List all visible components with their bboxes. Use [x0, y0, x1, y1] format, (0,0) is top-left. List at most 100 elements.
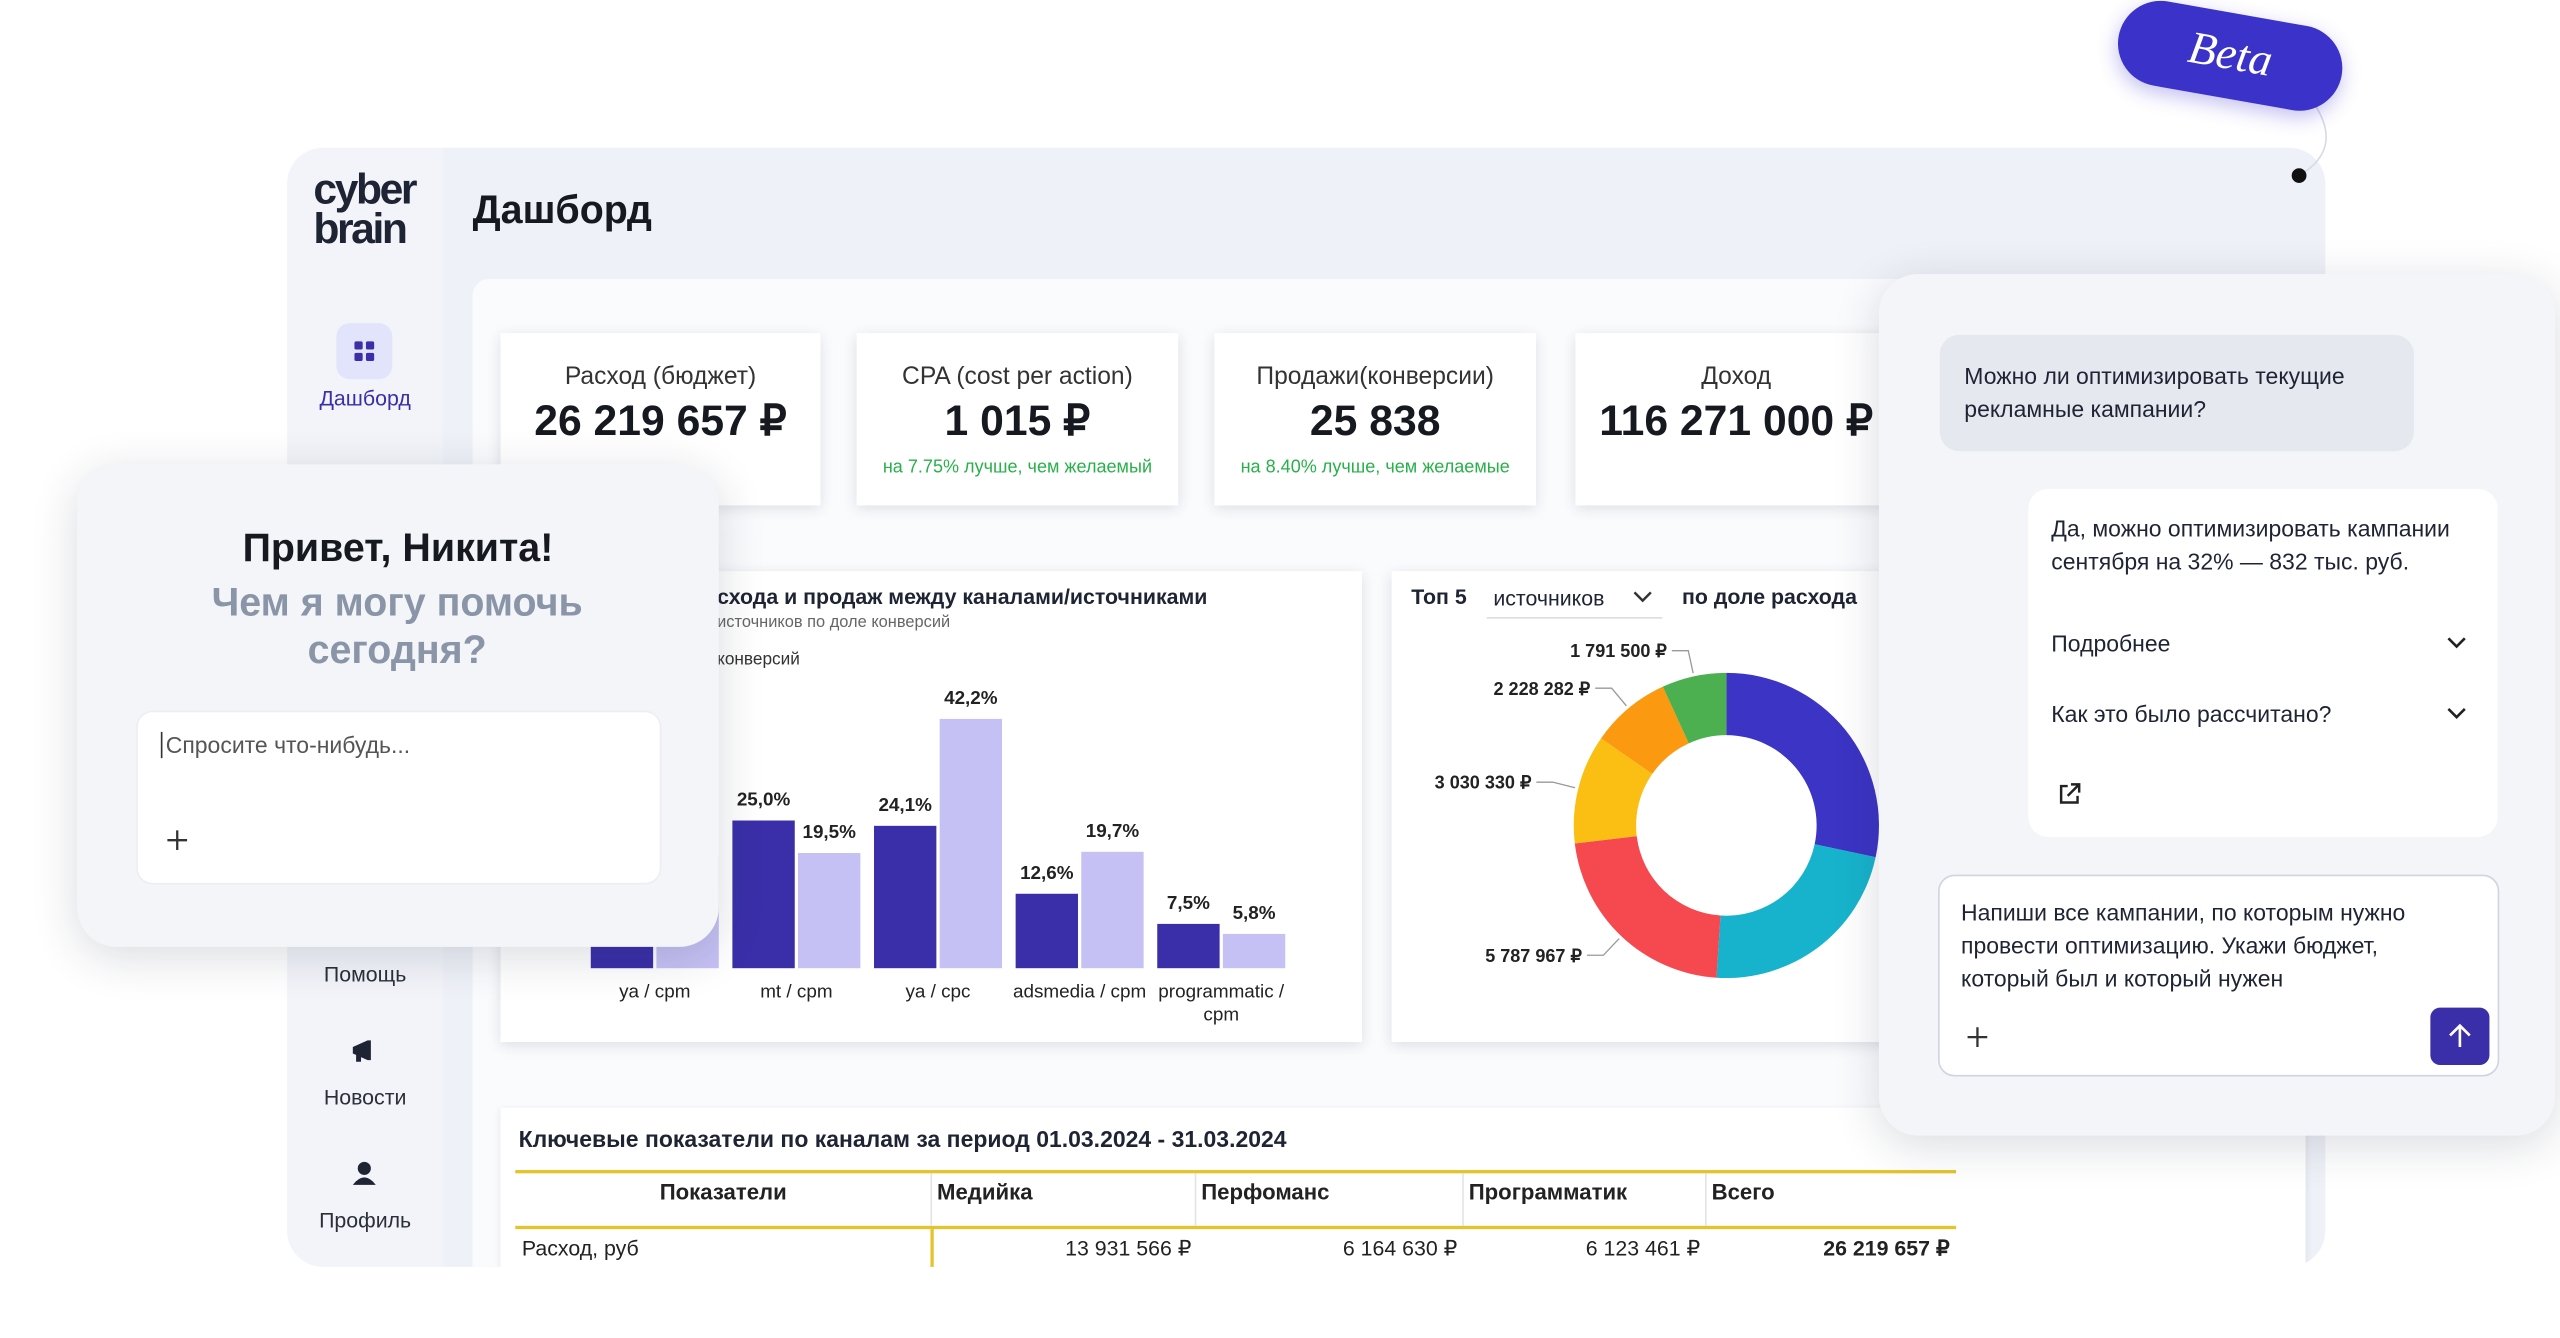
bar: [732, 820, 795, 969]
data-label: 12,6%: [1020, 862, 1074, 883]
kpi-value: 116 271 000 ₽: [1599, 395, 1874, 445]
x-tick-label: adsmedia / cpm: [1013, 982, 1147, 1003]
table-cell: 6 123 461 ₽: [1585, 1235, 1701, 1261]
data-label: 1 791 500 ₽: [1570, 641, 1667, 661]
open-link-icon[interactable]: [2056, 781, 2082, 807]
leader-line: [1586, 938, 1620, 956]
chart-title-suffix: по доле расхода: [1682, 584, 1857, 609]
bar: [798, 853, 861, 969]
assistant-panel: Можно ли оптимизировать текущие рекламны…: [1878, 274, 2556, 1136]
logo: cyber brain: [313, 164, 417, 253]
bar: [1081, 851, 1144, 969]
pie-slice: [1716, 844, 1876, 979]
nav-item[interactable]: Профиль: [319, 1207, 412, 1233]
legend-label: конверсий: [717, 649, 800, 669]
table-header: Медийка: [937, 1179, 1033, 1205]
data-label: 19,7%: [1086, 820, 1140, 841]
attach-button[interactable]: [164, 827, 190, 853]
leader-line: [1595, 687, 1627, 707]
chart-title: Топ 5: [1411, 584, 1467, 609]
send-icon: [2449, 1023, 2471, 1047]
bar: [1157, 923, 1220, 969]
data-label: 5,8%: [1233, 902, 1276, 923]
page-title: Дашборд: [472, 188, 652, 234]
logo-line: cyber: [313, 164, 417, 214]
data-label: 42,2%: [944, 687, 998, 708]
nav-icon[interactable]: [336, 323, 393, 380]
column-divider: [1705, 1173, 1707, 1226]
pie-slice: [1574, 836, 1721, 978]
select-value: источников: [1493, 585, 1605, 611]
column-divider: [1462, 1173, 1464, 1226]
kpi-card: Доход 116 271 000 ₽: [1575, 333, 1898, 506]
x-tick-label-box: adsmedia / cpm: [1013, 982, 1147, 1003]
data-label: 3 030 330 ₽: [1435, 773, 1532, 793]
logo-line: brain: [313, 203, 407, 253]
nav-item[interactable]: Помощь: [323, 961, 407, 987]
data-label: 5 787 967 ₽: [1485, 946, 1582, 966]
input-text: Напиши все кампании, по которым нужно пр…: [1961, 899, 2406, 992]
table-cell: 13 931 566 ₽: [1065, 1235, 1192, 1261]
bar: [939, 718, 1003, 969]
kpi-label: CPA (cost per action): [902, 362, 1133, 391]
x-tick-label: ya / cpc: [905, 982, 971, 1003]
chevron: [1633, 591, 1652, 603]
pie-slice: [1662, 672, 1727, 744]
send-button[interactable]: [2430, 1007, 2490, 1066]
kpi-value: 25 838: [1309, 395, 1441, 445]
expander[interactable]: Как это было рассчитано?: [2051, 700, 2332, 727]
data-label: 25,0%: [737, 789, 791, 810]
chevron: [2447, 707, 2466, 719]
leader-line: [1671, 650, 1694, 674]
table-cell: 6 164 630 ₽: [1342, 1235, 1458, 1261]
x-tick-label-box: ya / cpc: [905, 982, 971, 1003]
profile-icon: [352, 1161, 376, 1185]
bar: [1015, 893, 1078, 969]
answer-text: Да, можно оптимизировать кампании сентяб…: [2051, 515, 2450, 575]
column-divider: [1194, 1173, 1197, 1226]
user-message: Можно ли оптимизировать текущие рекламны…: [1939, 334, 2414, 452]
x-tick-label-box: programmatic / cpm: [1158, 982, 1285, 1026]
kpi-label: Доход: [1701, 362, 1772, 391]
leader-line: [1536, 781, 1576, 789]
table-title: Ключевые показатели по каналам за период…: [518, 1125, 1287, 1153]
chart-title: схода и продаж между каналами/источникам…: [717, 584, 1208, 609]
prompt-input[interactable]: Спросите что-нибудь...: [136, 710, 662, 885]
assistant-answer: Да, можно оптимизировать кампании сентяб…: [2028, 489, 2498, 837]
greeting-title: Привет, Никита!: [242, 526, 554, 572]
nav-item[interactable]: Новости: [323, 1084, 407, 1110]
pie-slice: [1601, 686, 1689, 774]
chevron: [2447, 637, 2466, 649]
table-header: Перфоманс: [1201, 1179, 1330, 1205]
news-icon: [352, 1040, 371, 1062]
x-tick-label: mt / cpm: [760, 982, 833, 1003]
chat-input[interactable]: Напиши все кампании, по которым нужно пр…: [1938, 874, 2500, 1077]
pie-slice: [1573, 738, 1653, 844]
table-rule: [515, 1170, 1957, 1174]
nav-item[interactable]: Дашборд: [319, 385, 411, 411]
kpi-label: Расход (бюджет): [564, 362, 757, 391]
input-placeholder: Спросите что-нибудь...: [160, 731, 410, 759]
column-divider: [930, 1173, 933, 1226]
greeting-panel: Привет, Никита! Чем я могу помочь сегодн…: [77, 464, 719, 947]
attach-button[interactable]: [1964, 1024, 1990, 1050]
table-header: Всего: [1711, 1179, 1775, 1205]
chart-subtitle: источников по доле конверсий: [717, 613, 951, 632]
dashboard-icon: [354, 341, 375, 362]
table-cell: Расход, руб: [521, 1235, 639, 1261]
expander[interactable]: Подробнее: [2051, 630, 2171, 657]
source-select[interactable]: источников: [1486, 578, 1663, 619]
user-message-text: Можно ли оптимизировать текущие рекламны…: [1964, 362, 2345, 422]
charts: 25,0% 24,1% 12,6% 7,5% 19,5% 42,2% 19,7% 5,8% ко…: [590, 641, 1879, 1026]
kpi-card: Продажи(конверсии) 25 838 на 8.40% лучше…: [1214, 333, 1537, 506]
table-header: Показатели: [659, 1179, 787, 1205]
x-tick-label-box: mt / cpm: [760, 982, 833, 1003]
table-rule: [930, 1229, 934, 1267]
data-label: 24,1%: [878, 794, 932, 815]
greeting-subtitle: Чем я могу помочь сегодня?: [211, 580, 583, 673]
x-tick-label: programmatic / cpm: [1158, 982, 1285, 1026]
x-tick-label-box: ya / cpm: [619, 983, 690, 1003]
